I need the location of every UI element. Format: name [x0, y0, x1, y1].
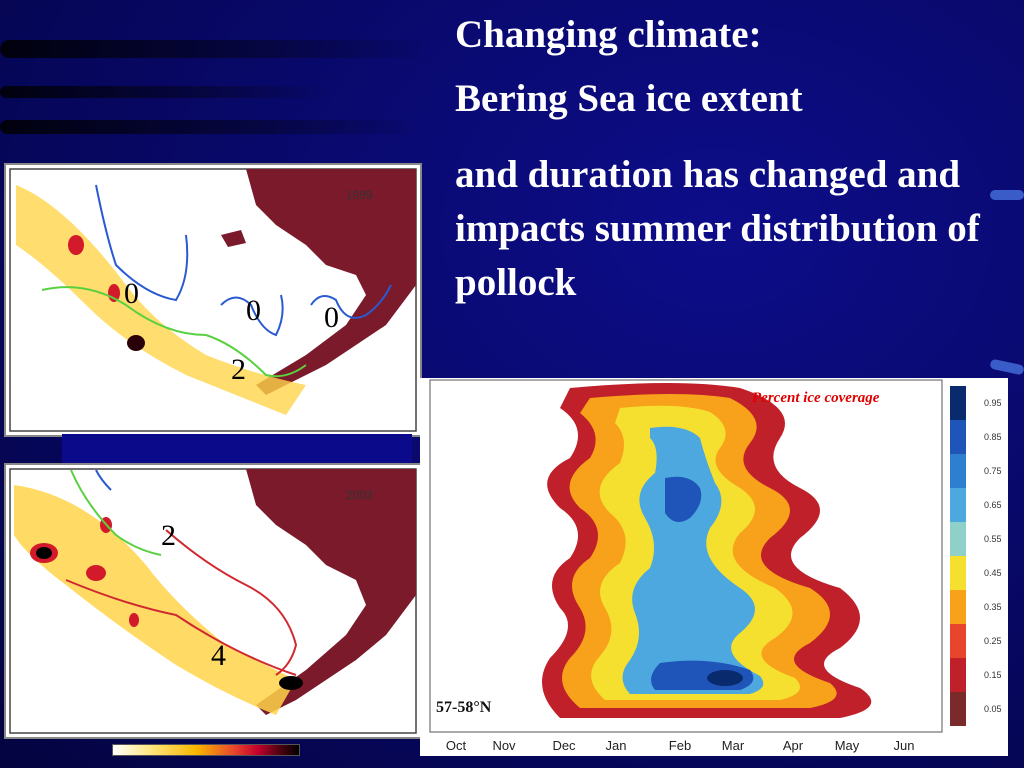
colorbar-tick-label: 0.65: [984, 500, 1002, 510]
colorbar-segment: [950, 658, 966, 692]
month-axis: Oct Nov Dec Jan Feb Mar Apr May Jun: [446, 738, 915, 753]
contour-label: 0: [324, 301, 339, 334]
colorbar-tick-label: 0.35: [984, 602, 1002, 612]
month-tick-label: Apr: [783, 738, 804, 753]
colorbar-segment: [950, 590, 966, 624]
colorbar-tick-label: 0.55: [984, 534, 1002, 544]
month-tick-label: Oct: [446, 738, 467, 753]
colorbar-tick-label: 0.25: [984, 636, 1002, 646]
slide-subtitle: Bering Sea ice extent: [455, 77, 803, 120]
colorbar-segment: [950, 454, 966, 488]
latitude-label: 57-58°N: [436, 699, 492, 716]
colorbar-segment: [950, 386, 966, 420]
colorbar-segment: [950, 522, 966, 556]
decorative-streak: [0, 120, 420, 134]
ice-coverage-heatmap: [542, 383, 872, 718]
month-tick-label: Nov: [492, 738, 516, 753]
contour-label: 2: [231, 353, 246, 386]
colorbar-segment: [950, 488, 966, 522]
colorbar-tick-label: 0.45: [984, 568, 1002, 578]
pollock-density-area: [16, 185, 306, 415]
map-year-label: 2003: [346, 488, 373, 502]
pollock-density-area: [14, 485, 296, 715]
pollock-map-2003: 2003 2 4: [4, 463, 422, 739]
month-tick-label: Feb: [669, 738, 691, 753]
decorative-streak: [0, 40, 430, 58]
month-tick-label: May: [835, 738, 860, 753]
colorbar-tick-label: 0.75: [984, 466, 1002, 476]
colorbar-tick-label: 0.95: [984, 398, 1002, 408]
decorative-streak: [0, 86, 330, 98]
slide-body: and duration has changed and impacts sum…: [455, 153, 980, 304]
contour-label: 4: [211, 639, 226, 672]
ice-chart-title: Percent ice coverage: [752, 390, 880, 406]
month-tick-label: Jan: [606, 738, 627, 753]
ice-coverage-chart: Percent ice coverage 57-58°N Oct Nov Dec Ja…: [420, 378, 1008, 756]
colorbar-segment: [950, 624, 966, 658]
month-tick-label: Mar: [722, 738, 745, 753]
colorbar-segment: [950, 692, 966, 726]
colorbar-segment: [950, 556, 966, 590]
colorbar-segment: [950, 420, 966, 454]
pollock-map-1999: 1999 0 0 0 2: [4, 163, 422, 437]
colorbar-tick-label: 0.85: [984, 432, 1002, 442]
density-color-legend: [112, 744, 300, 756]
colorbar-tick-label: 0.05: [984, 704, 1002, 714]
contour-label: 0: [124, 277, 139, 310]
slide-title: Changing climate:: [455, 13, 762, 56]
contour-label: 0: [246, 294, 261, 327]
month-tick-label: Jun: [894, 738, 915, 753]
decorative-dash: [990, 190, 1024, 200]
alaska-landmass: [246, 469, 416, 715]
month-tick-label: Dec: [552, 738, 576, 753]
colorbar-tick-label: 0.15: [984, 670, 1002, 680]
decorative-band: [62, 434, 412, 468]
map-year-label: 1999: [346, 188, 373, 202]
slide-title-block: Changing climate: Bering Sea ice extent …: [455, 10, 1015, 310]
contour-label: 2: [161, 519, 176, 552]
colorbar: 0.95 0.85 0.75 0.65 0.55 0.45 0.35 0.25 0.15 0.05: [950, 386, 1002, 726]
alaska-landmass: [246, 169, 416, 395]
